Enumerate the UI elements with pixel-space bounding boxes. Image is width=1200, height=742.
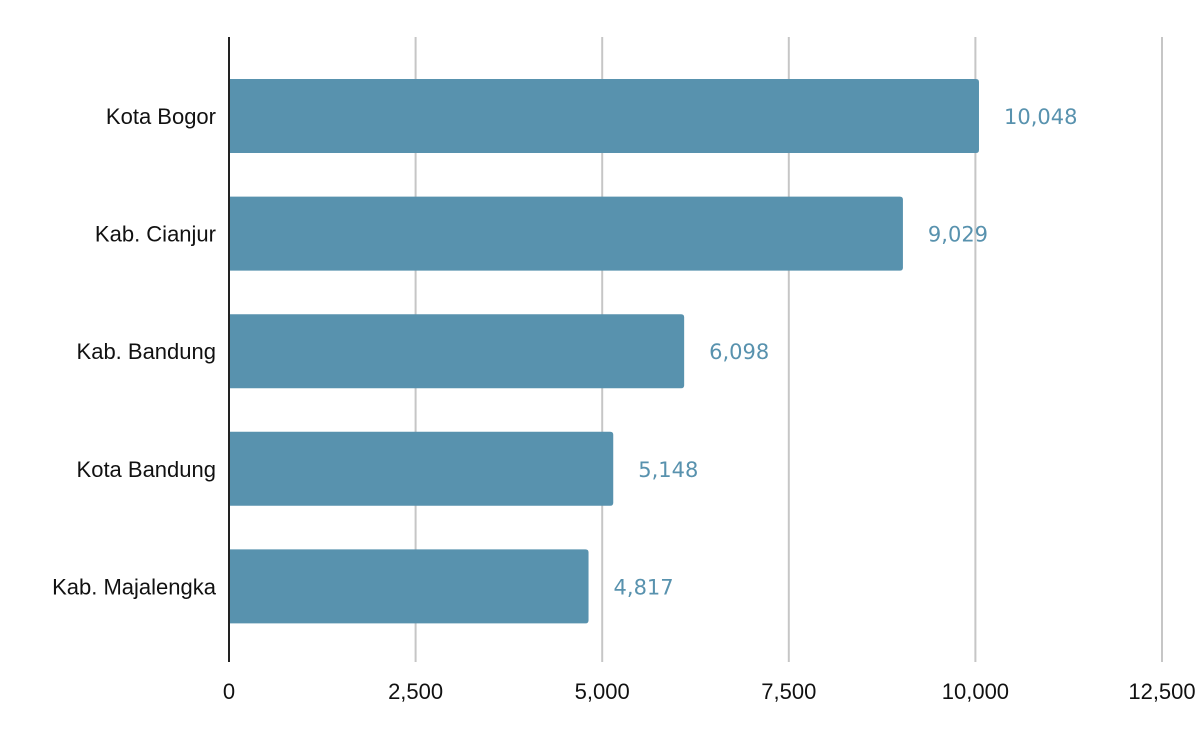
bars bbox=[229, 79, 979, 624]
category-label: Kab. Majalengka bbox=[52, 574, 217, 599]
data-label: 9,029 bbox=[928, 223, 988, 247]
bar bbox=[229, 549, 589, 624]
bar bbox=[229, 196, 903, 271]
data-label: 4,817 bbox=[614, 575, 674, 599]
data-labels: 10,048 9,029 6,098 5,148 4,817 bbox=[614, 105, 1078, 599]
category-label: Kab. Cianjur bbox=[95, 222, 216, 247]
bar bbox=[229, 79, 979, 153]
data-label: 5,148 bbox=[638, 458, 698, 482]
x-tick-label: 0 bbox=[223, 679, 235, 704]
x-tick-labels: 0 2,500 5,000 7,500 10,000 12,500 bbox=[223, 679, 1196, 704]
x-tick-label: 2,500 bbox=[388, 679, 443, 704]
bar bbox=[229, 314, 685, 389]
x-tick-label: 5,000 bbox=[575, 679, 630, 704]
category-labels: Kota Bogor Kab. Cianjur Kab. Bandung Kota B… bbox=[52, 104, 217, 599]
x-tick-label: 12,500 bbox=[1128, 679, 1195, 704]
data-label: 6,098 bbox=[709, 340, 769, 364]
x-tick-label: 7,500 bbox=[761, 679, 816, 704]
data-label: 10,048 bbox=[1004, 105, 1077, 129]
category-label: Kota Bandung bbox=[77, 457, 216, 482]
category-label: Kota Bogor bbox=[106, 104, 216, 129]
x-tick-label: 10,000 bbox=[942, 679, 1009, 704]
category-label: Kab. Bandung bbox=[77, 339, 216, 364]
bar bbox=[229, 431, 614, 506]
